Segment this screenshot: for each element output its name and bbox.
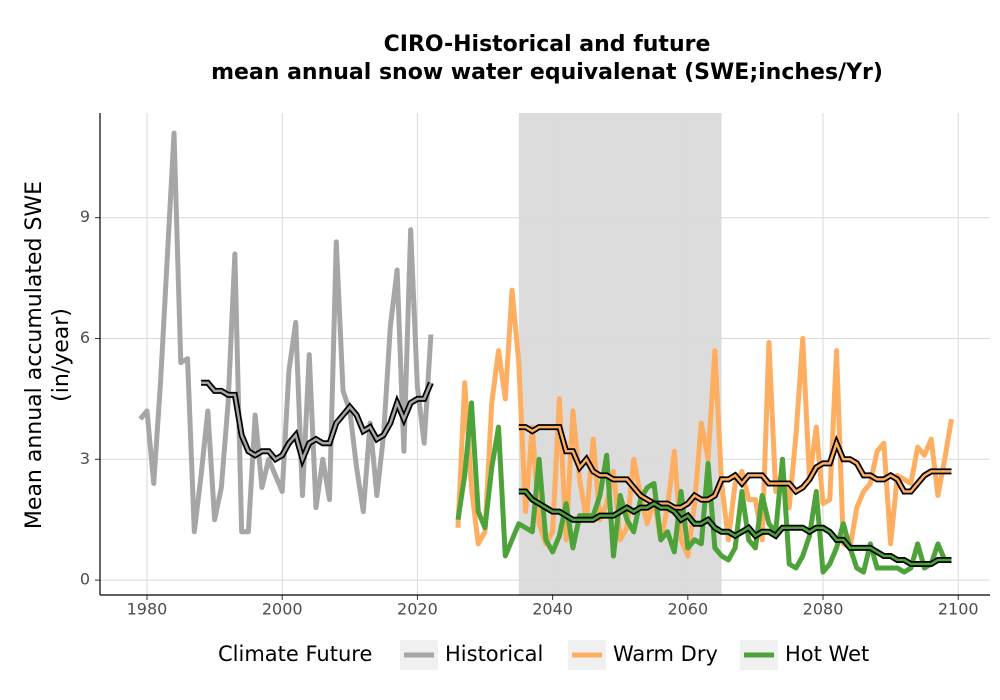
legend-label: Hot Wet xyxy=(785,642,869,666)
y-axis-label: Mean annual accumulated SWE xyxy=(22,181,47,529)
x-tick-label: 2020 xyxy=(397,600,438,619)
x-tick-label: 2040 xyxy=(532,600,573,619)
y-axis-label: (in/year) xyxy=(49,308,74,402)
chart-title: CIRO-Historical and future xyxy=(384,32,711,57)
legend-label: Historical xyxy=(445,642,543,666)
y-tick-label: 3 xyxy=(80,449,90,468)
y-tick-label: 6 xyxy=(80,328,90,347)
x-tick-label: 2060 xyxy=(667,600,708,619)
chart-title: mean annual snow water equivalenat (SWE;… xyxy=(211,60,883,85)
series-line xyxy=(455,287,954,559)
trend-line xyxy=(201,381,433,464)
x-tick-label: 2100 xyxy=(938,600,979,619)
y-tick-label: 9 xyxy=(80,207,90,226)
series-line xyxy=(138,130,434,535)
trend-line xyxy=(518,425,952,509)
trend-line xyxy=(518,490,952,566)
y-tick-label: 0 xyxy=(80,570,90,589)
x-tick-label: 2080 xyxy=(803,600,844,619)
x-tick-label: 1980 xyxy=(127,600,168,619)
legend-title: Climate Future xyxy=(218,642,372,666)
x-tick-label: 2000 xyxy=(262,600,303,619)
legend-label: Warm Dry xyxy=(613,642,718,666)
